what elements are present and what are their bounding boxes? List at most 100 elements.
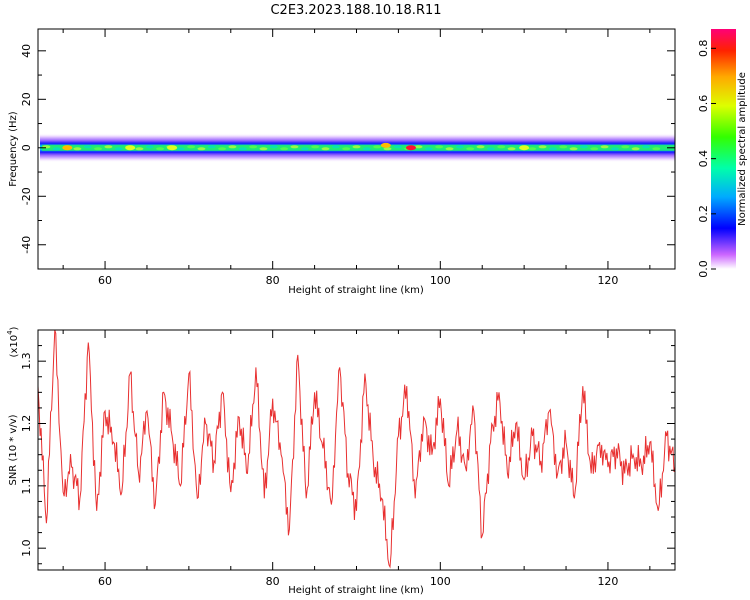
band-speckle: [352, 145, 361, 149]
snr-exponent-close: ): [9, 326, 20, 330]
band-speckle: [362, 147, 371, 151]
snr-x-tick-label: 100: [430, 575, 451, 588]
colorbar-ticks: 0.0 0.2 0.4 0.6 0.8: [697, 40, 716, 278]
colorbar-label: Normalized spectral amplitude: [737, 72, 748, 226]
snr-ticks: 60 80 100 120 1.0 1.1 1.2 1.3: [20, 329, 675, 588]
band-speckle: [187, 145, 196, 149]
band-speckle: [197, 147, 206, 151]
spectrogram-y-tick-label: -40: [20, 236, 33, 254]
snr-ylabel: SNR (10 * v/v): [8, 414, 19, 485]
band-speckle: [600, 145, 609, 149]
band-speckle: [466, 147, 475, 151]
snr-x-tick-label: 60: [98, 575, 112, 588]
band-speckle: [590, 147, 599, 151]
band-speckle: [207, 145, 216, 149]
band-speckle: [104, 145, 113, 149]
band-speckle: [383, 147, 392, 151]
band-speckle: [548, 147, 557, 151]
colorbar-tick-label: 0.0: [697, 260, 710, 278]
band-speckle: [331, 145, 340, 149]
band-speckle: [424, 147, 433, 151]
snr-panel: 60 80 100 120 1.0 1.1 1.2 1.3 Height of straigh…: [6, 326, 676, 596]
band-speckle: [652, 147, 661, 151]
band-speckle: [373, 145, 382, 149]
band-speckle: [321, 147, 330, 151]
heatmap-hotspot: [125, 145, 136, 151]
heatmap-hotspot: [405, 145, 416, 151]
band-speckle: [114, 147, 123, 151]
spectrogram-x-tick-label: 80: [266, 274, 280, 287]
spectrogram-x-tick-label: 100: [430, 274, 451, 287]
spectrogram-x-tick-label: 60: [98, 274, 112, 287]
snr-exponent-label: (x104): [6, 326, 20, 357]
snr-y-tick-label: 1.1: [20, 477, 33, 495]
band-speckle: [228, 145, 237, 149]
band-speckle: [497, 145, 506, 149]
band-speckle: [538, 145, 547, 149]
spectrogram-xlabel: Height of straight line (km): [288, 285, 424, 296]
spectrogram-y-tick-label: -20: [20, 187, 33, 205]
band-speckle: [621, 145, 630, 149]
band-speckle: [73, 147, 82, 151]
snr-frame: [37, 329, 676, 571]
snr-x-tick-label: 80: [266, 575, 280, 588]
band-speckle: [610, 147, 619, 151]
heatmap-hotspot: [167, 145, 178, 151]
band-speckle: [393, 145, 402, 149]
band-speckle: [486, 147, 495, 151]
band-speckle: [218, 147, 227, 151]
band-speckle: [455, 145, 464, 149]
band-speckle: [300, 147, 309, 151]
snr-y-tick-label: 1.2: [20, 415, 33, 433]
band-speckle: [156, 147, 165, 151]
colorbar: 0.0 0.2 0.4 0.6 0.8 Normalized spectral ampl…: [697, 29, 748, 278]
band-speckle: [569, 147, 578, 151]
band-speckle: [145, 145, 154, 149]
band-speckle: [445, 147, 454, 151]
heatmap-hotspot: [519, 145, 530, 151]
spectrogram-y-tick-label: 40: [20, 44, 33, 58]
spectrogram-heatmap: [40, 133, 675, 163]
heatmap-hotspot: [62, 145, 73, 151]
colorbar-tick-label: 0.2: [697, 205, 710, 223]
chart-title: C2E3.2023.188.10.18.R11: [270, 3, 441, 18]
band-speckle: [528, 147, 537, 151]
band-speckle: [641, 145, 650, 149]
band-speckle: [414, 145, 423, 149]
band-speckle: [290, 145, 299, 149]
snr-line: [37, 329, 676, 569]
snr-exponent-base: (x10: [9, 335, 20, 358]
band-speckle: [342, 147, 351, 151]
snr-y-tick-label: 1.3: [20, 352, 33, 370]
band-speckle: [579, 145, 588, 149]
band-speckle: [238, 147, 247, 151]
spectrogram-ticks: 60 80 100 120 40 20 0 -20 -40: [20, 29, 675, 287]
snr-series-line: [37, 329, 676, 569]
snr-xlabel: Height of straight line (km): [288, 585, 424, 596]
band-speckle: [435, 145, 444, 149]
band-speckle: [559, 145, 568, 149]
band-speckle: [269, 145, 278, 149]
band-speckle: [176, 147, 185, 151]
band-speckle: [52, 147, 61, 151]
band-speckle: [631, 147, 640, 151]
colorbar-gradient: [711, 29, 736, 269]
heatmap-hotspot: [380, 142, 391, 148]
band-speckle: [249, 145, 258, 149]
spectrogram-y-tick-label: 0: [20, 144, 33, 151]
band-speckle: [476, 145, 485, 149]
snr-x-tick-label: 120: [597, 575, 618, 588]
band-speckle: [280, 147, 289, 151]
colorbar-tick-label: 0.8: [697, 40, 710, 58]
spectrogram-x-tick-label: 120: [597, 274, 618, 287]
band-speckle: [507, 147, 516, 151]
snr-y-tick-label: 1.0: [20, 539, 33, 557]
spectrogram-panel: 60 80 100 120 40 20 0 -20 -40 Height of straight…: [8, 28, 676, 296]
snr-exponent-power: 4: [6, 330, 14, 335]
band-speckle: [135, 147, 144, 151]
band-speckle: [94, 147, 103, 151]
spectrogram-ylabel: Frequency (Hz): [8, 111, 19, 187]
colorbar-tick-label: 0.6: [697, 95, 710, 113]
spectrogram-y-tick-label: 20: [20, 92, 33, 106]
